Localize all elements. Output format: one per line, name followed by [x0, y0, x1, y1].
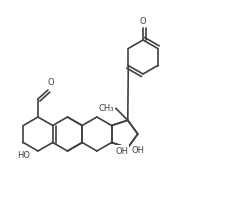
Text: O: O [48, 78, 54, 87]
Text: OH: OH [131, 146, 144, 154]
Text: O: O [139, 17, 146, 26]
Text: HO: HO [17, 151, 30, 160]
Text: CH₃: CH₃ [98, 103, 113, 112]
Text: OH: OH [115, 146, 128, 155]
